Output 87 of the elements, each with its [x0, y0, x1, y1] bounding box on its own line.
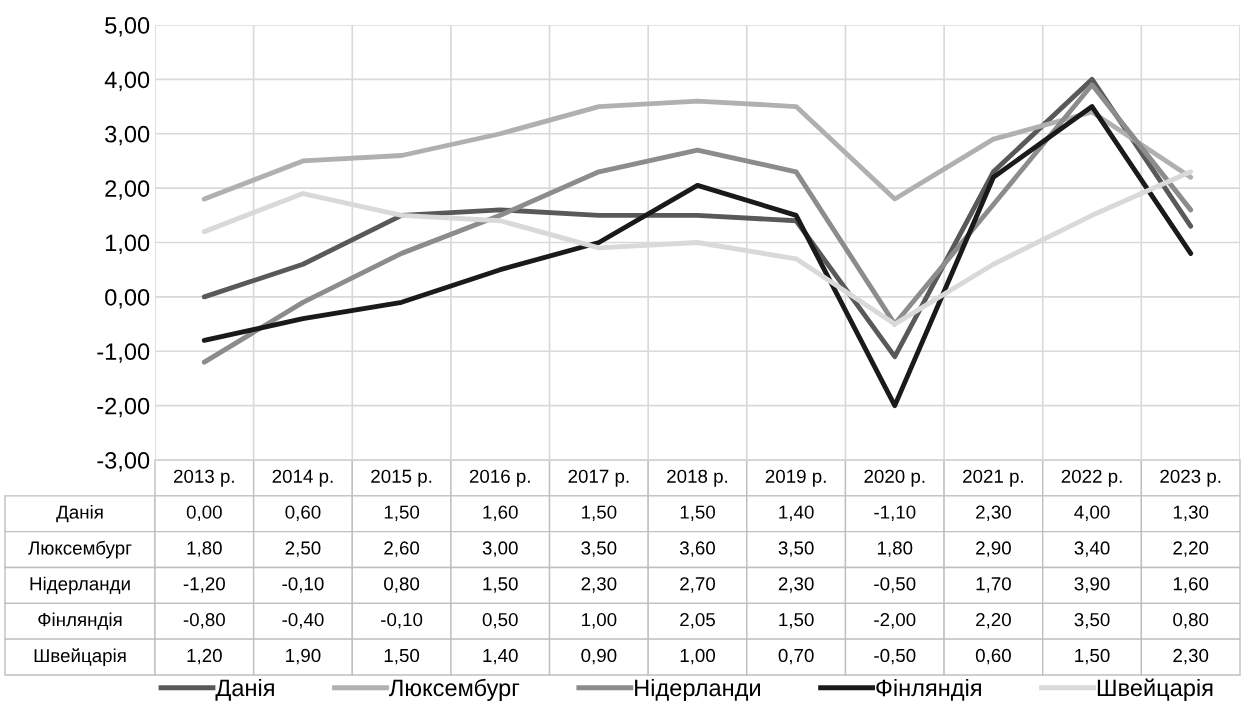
data-label: 1,50: [1075, 648, 1110, 665]
data-label: 1,50: [680, 505, 716, 521]
data-label: -0,10: [381, 613, 423, 629]
legend-label: Швейцарія: [1097, 678, 1213, 701]
legend-label: Нідерланди: [635, 678, 760, 701]
data-label: 2,60: [384, 541, 420, 557]
data-label: -0,80: [183, 613, 225, 629]
data-label: 2,20: [976, 613, 1011, 629]
legend-label: Фінляндія: [876, 678, 981, 701]
data-label: 1,30: [1173, 505, 1209, 521]
data-label: 1,50: [384, 505, 420, 521]
x-tick-label: 2020 р.: [864, 469, 925, 487]
text: Люксембург: [28, 540, 132, 559]
x-tick-label: 2018 р.: [667, 469, 728, 487]
data-label: 0,60: [285, 505, 321, 521]
data-label: -0,50: [874, 577, 916, 593]
data-label: 3,00: [482, 541, 518, 557]
y-tick-label: -2,00: [97, 397, 150, 418]
data-label: 3,40: [1074, 541, 1110, 557]
y-tick-label: -3,00: [97, 452, 150, 472]
data-label: 3,90: [1074, 577, 1110, 593]
text: Фінляндія: [38, 612, 122, 630]
data-label: 1,50: [483, 577, 518, 593]
data-label: 2,05: [680, 613, 715, 629]
x-tick-label: 2013 р.: [173, 469, 234, 487]
data-label: 1,90: [286, 648, 321, 665]
data-label: 0,60: [975, 648, 1011, 665]
text: Нідерланди: [30, 576, 130, 595]
data-label: 0,90: [581, 648, 617, 665]
data-label: 0,00: [186, 505, 222, 521]
legend-label: Люксембург: [389, 678, 520, 701]
y-tick-label: 4,00: [104, 71, 150, 91]
line-series: [201, 98, 1194, 202]
x-tick-label: 2014 р.: [272, 469, 333, 487]
data-label: 2,90: [976, 541, 1011, 557]
data-label: 2,30: [581, 577, 617, 593]
x-tick-label: 2022 р.: [1061, 469, 1122, 487]
data-label: 3,60: [679, 541, 716, 557]
data-label: -1,20: [183, 577, 225, 593]
x-tick-label: 2016 р.: [469, 469, 530, 487]
data-label: 1,40: [483, 648, 518, 665]
x-tick-label: 2021 р.: [963, 469, 1023, 487]
x-tick-label: 2015 р.: [371, 469, 432, 487]
y-tick-label: -1,00: [97, 343, 150, 363]
data-label: 1,80: [877, 541, 913, 557]
data-label: -0,40: [282, 613, 324, 629]
data-label: 1,50: [582, 505, 617, 521]
x-tick-label: 2023 р.: [1160, 469, 1221, 487]
data-label: 1,00: [582, 613, 617, 629]
data-label: -1,10: [874, 505, 916, 521]
text: Данія: [56, 505, 103, 523]
data-label: 0,70: [778, 648, 814, 665]
text: Швейцарія: [34, 648, 126, 666]
x-tick-label: 2019 р.: [765, 469, 826, 487]
x-tick-label: 2017 р.: [568, 469, 629, 487]
data-label: 1,00: [680, 648, 716, 665]
data-label: 1,70: [976, 577, 1011, 593]
data-label: 1,50: [779, 613, 814, 629]
y-tick-label: 3,00: [105, 125, 150, 146]
data-label: 2,30: [778, 577, 814, 593]
y-tick-label: 2,00: [105, 180, 150, 200]
data-label: 2,20: [1173, 541, 1209, 557]
data-label: -2,00: [874, 613, 916, 629]
data-label: 0,80: [384, 577, 420, 593]
data-label: 2,30: [976, 505, 1011, 521]
data-label: 1,80: [187, 541, 222, 557]
data-label: 2,30: [1173, 648, 1209, 665]
data-label: 1,40: [779, 505, 814, 521]
data-label: -0,10: [282, 577, 324, 593]
legend-label: Данія: [215, 678, 274, 701]
y-tick-label: 5,00: [105, 17, 150, 37]
y-tick-label: 0,00: [105, 288, 150, 309]
data-label: 0,50: [482, 613, 518, 629]
data-label: 1,50: [384, 648, 420, 665]
y-tick-label: 1,00: [105, 234, 150, 255]
data-label: 2,50: [285, 541, 321, 557]
data-label: 4,00: [1074, 505, 1110, 521]
data-label: 3,50: [778, 541, 814, 557]
data-label: 3,50: [1074, 613, 1110, 629]
data-label: -0,50: [874, 648, 916, 665]
data-label: 3,50: [581, 541, 617, 557]
line-series: [201, 104, 1194, 409]
data-label: 1,20: [187, 648, 222, 665]
data-label: 0,80: [1173, 613, 1209, 629]
data-label: 1,60: [1173, 577, 1209, 593]
data-label: 1,60: [483, 505, 518, 521]
data-label: 2,70: [680, 577, 716, 593]
